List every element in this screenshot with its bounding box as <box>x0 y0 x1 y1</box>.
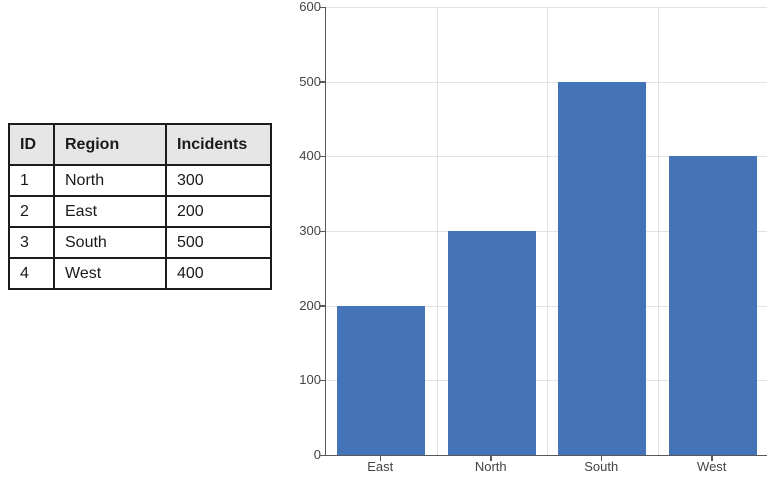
y-tick-label: 100 <box>299 372 321 388</box>
table-body: 1 North 300 2 East 200 3 South 500 4 West 400 <box>8 164 272 290</box>
column-header: Incidents <box>165 123 272 166</box>
y-tick-mark <box>320 454 325 456</box>
gridline-vertical <box>547 7 548 455</box>
gridline-horizontal <box>326 380 767 382</box>
gridline-vertical <box>658 7 659 455</box>
x-tick-label: East <box>367 459 394 474</box>
plot-area <box>325 7 767 456</box>
table-cell: 1 <box>8 164 55 197</box>
x-tick-mark <box>711 456 713 461</box>
bar-south <box>558 81 647 455</box>
table-cell: 400 <box>165 257 272 290</box>
gridline-horizontal <box>326 81 767 83</box>
y-tick-label: 400 <box>299 148 321 164</box>
x-tick-label: South <box>584 459 619 474</box>
gridline-vertical <box>437 7 438 455</box>
x-tick-mark <box>600 456 602 461</box>
gridline-horizontal <box>326 305 767 307</box>
table-cell: East <box>53 195 167 228</box>
table-cell: 300 <box>165 164 272 197</box>
table-cell: West <box>53 257 167 290</box>
bar-north <box>447 231 536 455</box>
table-row: 4 West 400 <box>8 257 272 290</box>
gridline-horizontal <box>326 231 767 232</box>
table-row: 3 South 500 <box>8 226 272 259</box>
table-cell: North <box>53 164 167 197</box>
y-tick-mark <box>320 379 325 382</box>
y-tick-label: 500 <box>299 73 321 89</box>
y-tick-mark <box>320 81 325 83</box>
x-tick-label: North <box>474 459 507 474</box>
y-tick-mark <box>320 305 325 307</box>
x-tick-mark <box>379 456 381 461</box>
y-tick-label: 600 <box>299 0 321 14</box>
bar-west <box>668 156 757 455</box>
y-tick-label: 200 <box>299 297 321 313</box>
table-cell: 4 <box>8 257 55 290</box>
data-table: ID Region Incidents 1 North 300 2 East 200 3 Sout… <box>8 123 272 290</box>
column-header: ID <box>8 123 55 166</box>
y-tick-mark <box>320 230 325 232</box>
y-tick-label: 0 <box>313 447 321 462</box>
x-tick-label: West <box>697 459 727 474</box>
column-header: Region <box>53 123 167 166</box>
gridline-horizontal <box>326 7 767 8</box>
table-cell: 500 <box>165 226 272 259</box>
table-cell: 3 <box>8 226 55 259</box>
x-tick-mark <box>490 456 492 461</box>
y-tick-label: 300 <box>299 223 321 238</box>
table-cell: 2 <box>8 195 55 228</box>
table-cell: 200 <box>165 195 272 228</box>
y-tick-mark <box>320 155 325 158</box>
table-header-row: ID Region Incidents <box>8 123 272 166</box>
gridline-horizontal <box>326 156 767 158</box>
table-row: 2 East 200 <box>8 195 272 228</box>
bar-chart: 0 100 200 300 400 500 600 East North South West <box>295 0 767 478</box>
table-cell: South <box>53 226 167 259</box>
y-tick-mark <box>320 6 325 8</box>
table-row: 1 North 300 <box>8 164 272 197</box>
bar-east <box>337 305 426 455</box>
